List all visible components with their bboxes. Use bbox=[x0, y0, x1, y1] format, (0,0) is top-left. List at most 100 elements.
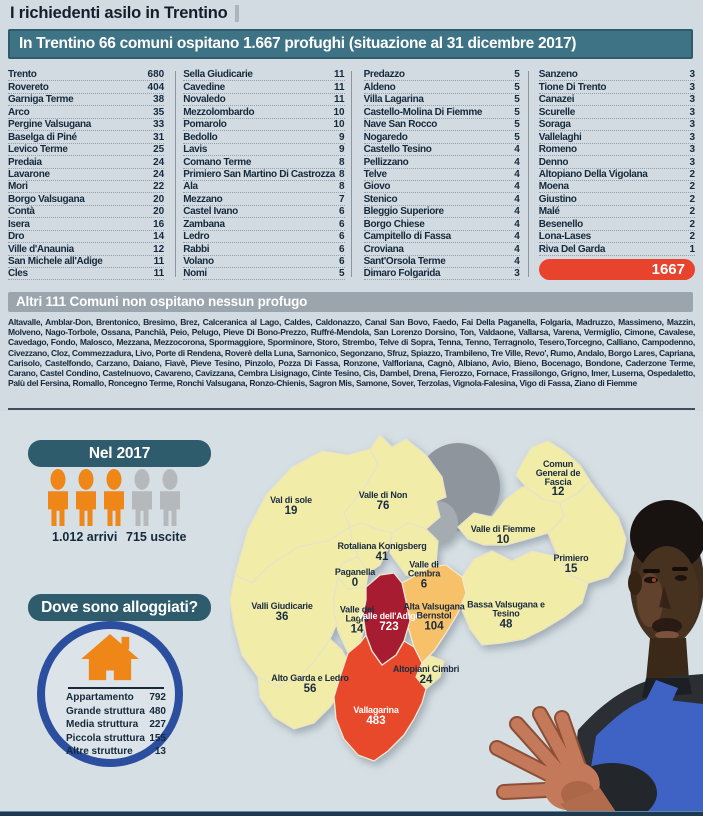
comune-name: Rovereto bbox=[8, 81, 49, 93]
comune-value: 20 bbox=[153, 206, 165, 218]
table-row: Campitello di Fassa 4 bbox=[363, 231, 520, 244]
comune-name: Telve bbox=[363, 168, 387, 180]
person-icon bbox=[76, 469, 96, 526]
comune-name: Sanzeno bbox=[538, 69, 578, 81]
comune-name: Villa Lagarina bbox=[363, 94, 424, 106]
comune-value: 20 bbox=[153, 193, 165, 205]
table-row: Canazei 3 bbox=[538, 94, 695, 107]
comune-value: 10 bbox=[333, 106, 345, 118]
comune-value: 6 bbox=[339, 231, 345, 243]
total-badge: 1667 bbox=[538, 258, 695, 280]
housing-row: Media struttura 227 bbox=[66, 718, 166, 732]
table-row: Bleggio Superiore 4 bbox=[363, 206, 520, 219]
table-row: Predazzo 5 bbox=[363, 69, 520, 82]
comune-name: Lona-Lases bbox=[538, 231, 591, 243]
comune-value: 11 bbox=[334, 69, 345, 81]
comune-name: Croviana bbox=[363, 243, 404, 255]
table-row: Riva Del Garda 1 bbox=[538, 243, 695, 256]
comune-name: Dimaro Folgarida bbox=[363, 268, 441, 280]
comune-name: Lavarone bbox=[8, 168, 50, 180]
comuni-column-1: Trento 680 Rovereto 404 Garniga Terme 38… bbox=[8, 69, 165, 281]
comune-name: Scurelle bbox=[538, 106, 575, 118]
comune-name: Denno bbox=[538, 156, 569, 168]
comune-value: 4 bbox=[514, 168, 520, 180]
table-row: Lavarone 24 bbox=[8, 168, 165, 181]
comune-name: Garniga Terme bbox=[8, 94, 74, 106]
table-row: Ala 8 bbox=[183, 181, 345, 194]
housing-row: Appartamento 792 bbox=[66, 691, 166, 705]
comune-name: Cles bbox=[8, 268, 28, 280]
table-row: Rabbi 6 bbox=[183, 243, 345, 256]
comune-value: 2 bbox=[689, 231, 695, 243]
comune-value: 3 bbox=[689, 69, 695, 81]
comune-name: Mezzolombardo bbox=[183, 106, 255, 118]
comune-value: 2 bbox=[689, 181, 695, 193]
comune-value: 3 bbox=[689, 94, 695, 106]
header-banner-text: In Trentino 66 comuni ospitano 1.667 pro… bbox=[19, 35, 577, 52]
housing-row: Piccola struttura 155 bbox=[66, 732, 166, 746]
comune-name: Ledro bbox=[183, 231, 210, 243]
housing-value: 227 bbox=[149, 719, 166, 731]
comune-name: Pergine Valsugana bbox=[8, 119, 91, 131]
comune-name: Vallelaghi bbox=[538, 131, 582, 143]
comuni-column-2: Sella Giudicarie 11 Cavedine 11 Novaledo… bbox=[183, 69, 345, 281]
table-row: Giustino 2 bbox=[538, 193, 695, 206]
comune-name: Aldeno bbox=[363, 81, 396, 93]
comune-name: Baselga di Piné bbox=[8, 131, 77, 143]
table-row: Borgo Chiese 4 bbox=[363, 218, 520, 231]
comuni-column-4-rows: Sanzeno 3 Tione Di Trento 3 Canazei 3 bbox=[538, 69, 695, 256]
comune-value: 38 bbox=[153, 94, 165, 106]
table-row: Sant'Orsola Terme 4 bbox=[363, 256, 520, 268]
comune-value: 680 bbox=[147, 69, 165, 81]
table-row: Bedollo 9 bbox=[183, 131, 345, 144]
person-icon bbox=[132, 469, 152, 526]
comune-name: Nogaredo bbox=[363, 131, 408, 143]
housing-row: Grande struttura 480 bbox=[66, 705, 166, 719]
comune-value: 10 bbox=[333, 119, 345, 131]
table-row: Nave San Rocco 5 bbox=[363, 119, 520, 132]
comune-name: Castello-Molina Di Fiemme bbox=[363, 106, 483, 118]
table-row: Cavedine 11 bbox=[183, 81, 345, 94]
comune-name: Mezzano bbox=[183, 193, 223, 205]
table-row: Mori 22 bbox=[8, 181, 165, 194]
table-row: Ledro 6 bbox=[183, 231, 345, 244]
comune-value: 33 bbox=[153, 119, 165, 131]
table-row: Arco 35 bbox=[8, 106, 165, 119]
comune-name: Trento bbox=[8, 69, 37, 81]
comune-value: 35 bbox=[153, 106, 165, 118]
comune-value: 8 bbox=[339, 168, 345, 180]
comune-name: Volano bbox=[183, 256, 214, 267]
table-row: Rovereto 404 bbox=[8, 81, 165, 94]
comune-name: Pomarolo bbox=[183, 119, 227, 131]
table-row: Pellizzano 4 bbox=[363, 156, 520, 169]
comune-value: 6 bbox=[339, 218, 345, 230]
map-region-alta-valsugana-bernstol bbox=[401, 564, 467, 664]
table-row: Predaia 24 bbox=[8, 156, 165, 169]
comune-value: 3 bbox=[689, 106, 695, 118]
table-row: Mezzano 7 bbox=[183, 193, 345, 206]
departures-label: 715 uscite bbox=[126, 530, 187, 544]
table-row: Giovo 4 bbox=[363, 181, 520, 194]
comune-name: Sant'Orsola Terme bbox=[363, 256, 446, 267]
bottom-border bbox=[0, 811, 703, 816]
comune-value: 4 bbox=[514, 231, 520, 243]
table-row: Denno 3 bbox=[538, 156, 695, 169]
comune-value: 11 bbox=[153, 268, 165, 280]
table-row: Baselga di Piné 31 bbox=[8, 131, 165, 144]
comune-value: 11 bbox=[153, 256, 165, 267]
comune-name: Levico Terme bbox=[8, 144, 68, 156]
comune-name: Bleggio Superiore bbox=[363, 206, 445, 218]
comune-value: 3 bbox=[689, 144, 695, 156]
table-row: Moena 2 bbox=[538, 181, 695, 194]
year-2017-title: Nel 2017 bbox=[28, 440, 211, 467]
column-separator bbox=[351, 71, 352, 277]
comune-value: 4 bbox=[514, 144, 520, 156]
comune-name: Giustino bbox=[538, 193, 577, 205]
comune-name: Besenello bbox=[538, 218, 583, 230]
map-region-bassa-valsugana-e-tesino bbox=[457, 550, 589, 646]
comune-value: 11 bbox=[334, 81, 345, 93]
table-row: Lavis 9 bbox=[183, 144, 345, 157]
table-row: Contà 20 bbox=[8, 206, 165, 219]
table-row: Sella Giudicarie 11 bbox=[183, 69, 345, 82]
